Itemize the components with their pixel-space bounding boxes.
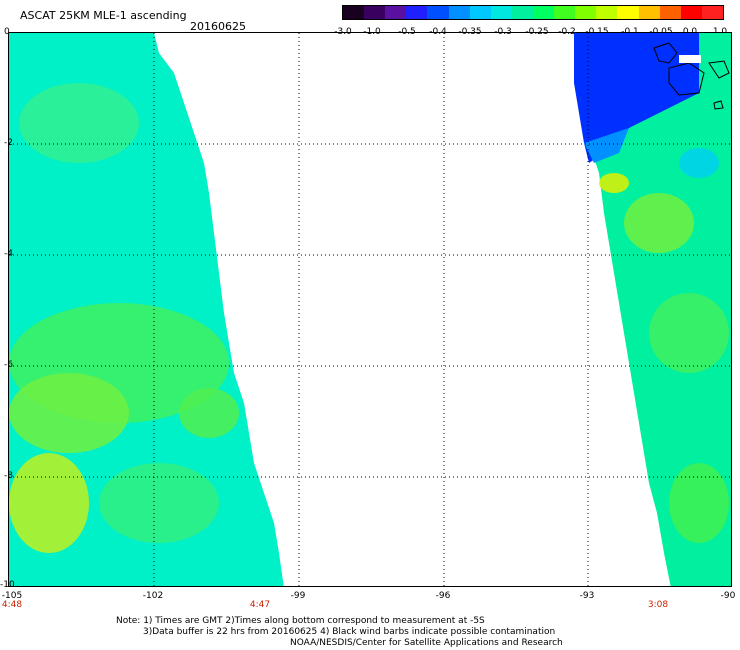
wind-patch bbox=[599, 173, 629, 193]
time-label-middle: 4:47 bbox=[249, 600, 271, 610]
colorbar bbox=[342, 5, 724, 20]
island-outline bbox=[653, 42, 678, 64]
wind-patch bbox=[19, 83, 139, 163]
wind-patch bbox=[679, 148, 719, 178]
lat-label-4s: -4 bbox=[4, 249, 13, 259]
lon-label-105w: -105 bbox=[1, 591, 23, 601]
colorbar-segment bbox=[554, 6, 576, 19]
colorbar-segment bbox=[343, 6, 365, 19]
lat-label-0: 0 bbox=[4, 27, 10, 37]
colorbar-segment bbox=[490, 6, 512, 19]
lat-label-10s: -10 bbox=[0, 580, 15, 590]
colorbar-segment bbox=[406, 6, 428, 19]
wind-patch bbox=[99, 463, 219, 543]
footer-note-1: Note: 1) Times are GMT 2)Times along bot… bbox=[116, 616, 485, 626]
lon-label-102w: -102 bbox=[142, 591, 164, 601]
lon-label-99w: -99 bbox=[290, 591, 306, 601]
wind-patch bbox=[669, 463, 729, 543]
footer-note-2: 3)Data buffer is 22 hrs from 20160625 4)… bbox=[143, 627, 556, 637]
colorbar-segment bbox=[427, 6, 449, 19]
wind-patch bbox=[649, 293, 729, 373]
lon-label-90w: -90 bbox=[720, 591, 736, 601]
island-outline bbox=[708, 60, 730, 79]
wind-patch bbox=[624, 193, 694, 253]
colorbar-segment bbox=[575, 6, 597, 19]
map-title: ASCAT 25KM MLE-1 ascending bbox=[20, 9, 187, 22]
colorbar-segment bbox=[596, 6, 618, 19]
colorbar-segment bbox=[617, 6, 639, 19]
lon-label-93w: -93 bbox=[579, 591, 595, 601]
colorbar-segment bbox=[532, 6, 555, 19]
colorbar-segment bbox=[448, 6, 470, 19]
time-label-left: 4:48 bbox=[1, 600, 23, 610]
wind-patch bbox=[9, 373, 129, 453]
colorbar-segment bbox=[680, 6, 702, 19]
island-outline bbox=[713, 100, 724, 110]
low-value-region bbox=[584, 128, 629, 163]
wind-patch bbox=[179, 388, 239, 438]
wind-field-map bbox=[9, 33, 731, 586]
colorbar-segment bbox=[469, 6, 491, 19]
colorbar-segment bbox=[385, 6, 407, 19]
colorbar-segment bbox=[364, 6, 386, 19]
wind-patch bbox=[9, 453, 89, 553]
lon-label-96w: -96 bbox=[435, 591, 451, 601]
colorbar-segment bbox=[659, 6, 681, 19]
lat-label-2s: -2 bbox=[4, 138, 13, 148]
map-frame bbox=[8, 32, 732, 587]
lat-label-8s: -8 bbox=[4, 471, 13, 481]
footer-credit: NOAA/NESDIS/Center for Satellite Applica… bbox=[290, 638, 563, 648]
time-label-right: 3:08 bbox=[647, 600, 669, 610]
colorbar-segment bbox=[638, 6, 660, 19]
lat-label-6s: -6 bbox=[4, 360, 13, 370]
map-date: 20160625 bbox=[190, 20, 246, 33]
colorbar-segment bbox=[701, 6, 723, 19]
island-land bbox=[679, 55, 701, 63]
low-value-region bbox=[574, 33, 699, 163]
colorbar-segment bbox=[511, 6, 533, 19]
